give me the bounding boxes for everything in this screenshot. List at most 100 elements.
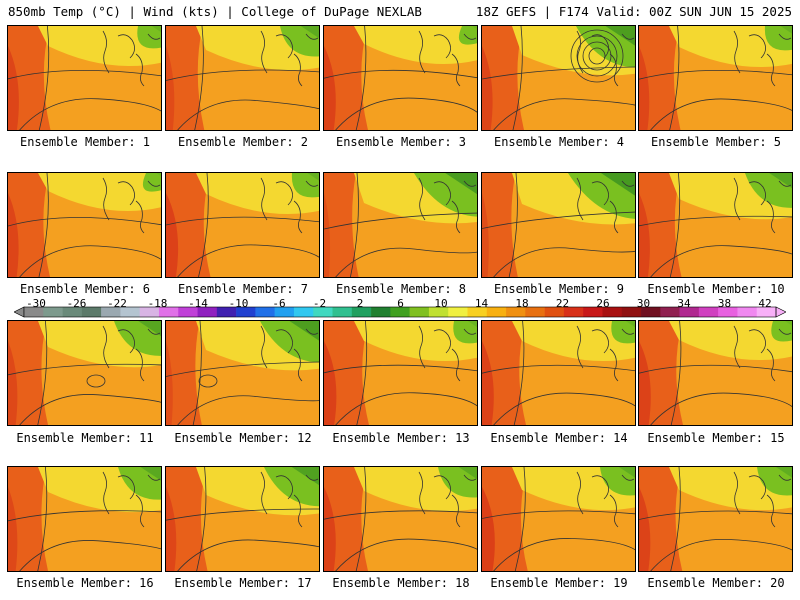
ensemble-panel-20 (638, 466, 793, 572)
colorbar-swatch (351, 307, 372, 317)
ensemble-member-label: Ensemble Member: 5 (650, 135, 782, 149)
ensemble-member-label: Ensemble Member: 18 (332, 576, 470, 590)
temperature-map (639, 26, 792, 130)
colorbar-swatch (428, 307, 449, 317)
temperature-map (324, 467, 477, 571)
ensemble-panel-14 (481, 320, 636, 426)
colorbar-swatch (216, 307, 237, 317)
temperature-map (166, 467, 319, 571)
colorbar-swatch (563, 307, 584, 317)
colorbar-swatch (718, 307, 738, 317)
colorbar-swatch (255, 307, 275, 317)
ensemble-panel-8 (323, 172, 478, 278)
temperature-map (324, 321, 477, 425)
colorbar-swatch (621, 307, 642, 317)
ensemble-member-label: Ensemble Member: 11 (16, 431, 154, 445)
colorbar-tick-label: -30 (26, 297, 46, 310)
colorbar-swatch (467, 307, 488, 317)
ensemble-panel-1 (7, 25, 162, 131)
colorbar-tick-label: -2 (312, 297, 327, 310)
temperature-map (8, 321, 161, 425)
ensemble-member-label: Ensemble Member: 3 (335, 135, 467, 149)
temperature-map (166, 26, 319, 130)
ensemble-member-label: Ensemble Member: 19 (490, 576, 628, 590)
colorbar-swatch (313, 307, 333, 317)
temperature-map (639, 321, 792, 425)
colorbar-swatch (583, 307, 603, 317)
ensemble-panel-15 (638, 320, 793, 426)
colorbar-swatch (737, 307, 758, 317)
colorbar-swatch (390, 307, 410, 317)
temperature-map (324, 26, 477, 130)
colorbar-tick-label: 42 (758, 297, 772, 310)
colorbar-tick-label: -14 (188, 297, 208, 310)
temperature-map (482, 173, 635, 277)
ensemble-member-label: Ensemble Member: 14 (490, 431, 628, 445)
ensemble-member-label: Ensemble Member: 20 (647, 576, 785, 590)
temperature-map (482, 321, 635, 425)
colorbar-swatch (544, 307, 565, 317)
ensemble-panel-13 (323, 320, 478, 426)
ensemble-panel-11 (7, 320, 162, 426)
colorbar-tick-label: 34 (677, 297, 691, 310)
temperature-map (639, 173, 792, 277)
temperature-map (324, 173, 477, 277)
colorbar-swatch (43, 307, 63, 317)
temperature-map (8, 26, 161, 130)
ensemble-member-label: Ensemble Member: 8 (335, 282, 467, 296)
colorbar-swatch (293, 307, 314, 317)
colorbar-swatch (81, 307, 102, 317)
colorbar-swatch (486, 307, 507, 317)
colorbar-swatch (139, 307, 160, 317)
temperature-map (482, 26, 635, 130)
colorbar-swatch (679, 307, 700, 317)
colorbar-tick-label: 14 (474, 297, 489, 310)
map-title: 850mb Temp (°C) | Wind (kts) | College o… (8, 4, 422, 19)
ensemble-panel-6 (7, 172, 162, 278)
temperature-map (166, 173, 319, 277)
colorbar-swatch (448, 307, 468, 317)
ensemble-panel-3 (323, 25, 478, 131)
ensemble-member-label: Ensemble Member: 9 (493, 282, 625, 296)
colorbar-swatch (24, 307, 44, 317)
ensemble-panel-18 (323, 466, 478, 572)
colorbar-swatch (641, 307, 661, 317)
ensemble-member-label: Ensemble Member: 16 (16, 576, 154, 590)
colorbar-tick-label: 2 (356, 297, 364, 310)
ensemble-member-label: Ensemble Member: 1 (19, 135, 151, 149)
model-run-info: 18Z GEFS | F174 Valid: 00Z SUN JUN 15 20… (475, 4, 792, 19)
ensemble-member-label: Ensemble Member: 12 (174, 431, 312, 445)
ensemble-panel-17 (165, 466, 320, 572)
colorbar-tick-label: -18 (147, 297, 168, 310)
ensemble-member-label: Ensemble Member: 10 (647, 282, 785, 296)
colorbar-tick-label: 30 (636, 297, 651, 310)
colorbar-swatch (525, 307, 545, 317)
colorbar-swatch (371, 307, 391, 317)
colorbar-tick-label: 18 (515, 297, 529, 310)
colorbar-swatch (158, 307, 179, 317)
colorbar-tick-label: -10 (228, 297, 249, 310)
colorbar-tick-label: -26 (66, 297, 87, 310)
ensemble-panel-2 (165, 25, 320, 131)
ensemble-member-label: Ensemble Member: 7 (177, 282, 309, 296)
ensemble-member-label: Ensemble Member: 2 (177, 135, 309, 149)
ensemble-panel-9 (481, 172, 636, 278)
colorbar-swatch (698, 307, 719, 317)
colorbar-swatch (62, 307, 83, 317)
ensemble-member-label: Ensemble Member: 15 (647, 431, 785, 445)
ensemble-member-label: Ensemble Member: 4 (493, 135, 625, 149)
temperature-map (482, 467, 635, 571)
colorbar-swatch (602, 307, 623, 317)
colorbar-tick-label: 10 (434, 297, 448, 310)
ensemble-member-label: Ensemble Member: 6 (19, 282, 151, 296)
colorbar-tick-label: 6 (397, 297, 404, 310)
ensemble-panel-5 (638, 25, 793, 131)
ensemble-panel-19 (481, 466, 636, 572)
ensemble-member-label: Ensemble Member: 17 (174, 576, 312, 590)
ensemble-panel-7 (165, 172, 320, 278)
colorbar-swatch (236, 307, 256, 317)
colorbar-swatch (332, 307, 353, 317)
temperature-map (8, 173, 161, 277)
colorbar-swatch (274, 307, 295, 317)
colorbar-tick-label: -6 (272, 297, 286, 310)
